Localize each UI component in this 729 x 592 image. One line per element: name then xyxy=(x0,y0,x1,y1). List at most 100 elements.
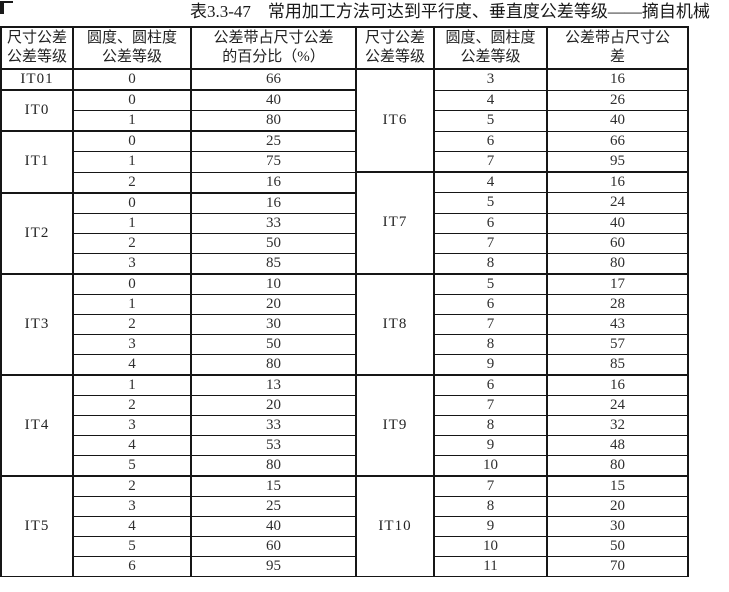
left-roundness-grade-cell: 1 xyxy=(72,110,192,132)
right-roundness-grade-cell: 7 xyxy=(433,474,548,497)
left-roundness-grade-cell: 2 xyxy=(72,171,192,193)
left-percentage-cell: 10 xyxy=(190,272,357,295)
left-percentage-cell: 16 xyxy=(190,171,357,193)
left-roundness-grade-cell: 1 xyxy=(72,151,192,173)
right-grade-cell: IT7 xyxy=(355,171,435,274)
table-row: 1 33 6 40 xyxy=(1,212,689,234)
left-percentage-cell: 60 xyxy=(190,535,357,557)
table-row: IT3 0 10 IT8 5 17 xyxy=(0,272,689,375)
left-roundness-grade-cell: 5 xyxy=(72,454,192,476)
header-text-line: 的百分比（%） xyxy=(222,49,325,65)
table-row: 6 95 11 70 xyxy=(1,555,689,577)
right-roundness-grade-cell: 6 xyxy=(433,212,548,234)
left-percentage-cell: 15 xyxy=(190,474,357,497)
right-percentage-cell: 17 xyxy=(546,272,689,295)
header-row: 尺寸公差 公差等级 圆度、圆柱度 公差等级 公差带占尺寸公差 的百分比（%） 尺… xyxy=(0,26,689,70)
right-percentage-cell: 85 xyxy=(546,353,689,375)
page-title: 表3.3-47 常用加工方法可达到平行度、垂直度公差等级——摘自机械 xyxy=(190,2,710,21)
table-row: 1 20 6 28 xyxy=(1,293,689,315)
right-percentage-cell: 32 xyxy=(546,414,689,436)
right-percentage-cell: 66 xyxy=(546,130,689,152)
left-roundness-grade-cell: 4 xyxy=(72,515,192,537)
right-roundness-grade-cell: 7 xyxy=(433,232,548,254)
table-row: 2 20 7 24 xyxy=(1,394,689,416)
header-right-size-tolerance-grade: 尺寸公差 公差等级 xyxy=(355,26,435,70)
header-text-line: 公差等级 xyxy=(364,49,425,65)
right-roundness-grade-cell: 5 xyxy=(433,192,548,214)
left-percentage-cell: 33 xyxy=(190,414,357,436)
left-roundness-grade-cell: 4 xyxy=(72,353,192,375)
table-row: 2 30 7 43 xyxy=(1,313,689,335)
right-roundness-grade-cell: 3 xyxy=(433,68,548,91)
table-row: IT01 0 66 IT6 3 16 xyxy=(0,68,689,173)
right-percentage-cell: 30 xyxy=(546,515,689,537)
left-grade-cell: IT3 xyxy=(0,272,74,375)
table-row: IT1 0 25 6 66 xyxy=(0,130,689,193)
right-roundness-grade-cell: 9 xyxy=(433,515,548,537)
right-roundness-grade-cell: 9 xyxy=(433,434,548,456)
header-left-percentage: 公差带占尺寸公差 的百分比（%） xyxy=(190,26,357,70)
right-percentage-cell: 16 xyxy=(546,373,689,396)
right-percentage-cell: 20 xyxy=(546,495,689,517)
tolerance-table: 尺寸公差 公差等级 圆度、圆柱度 公差等级 公差带占尺寸公差 的百分比（%） 尺… xyxy=(0,26,689,577)
header-right-roundness-grade: 圆度、圆柱度 公差等级 xyxy=(433,26,548,70)
right-percentage-cell: 80 xyxy=(546,252,689,274)
left-percentage-cell: 16 xyxy=(190,191,357,214)
left-roundness-grade-cell: 1 xyxy=(72,293,192,315)
left-percentage-cell: 80 xyxy=(190,454,357,476)
right-roundness-grade-cell: 6 xyxy=(433,373,548,396)
table-row: 5 60 10 50 xyxy=(1,535,689,557)
left-percentage-cell: 33 xyxy=(190,212,357,234)
left-roundness-grade-cell: 5 xyxy=(72,535,192,557)
header-right-percentage: 公差带占尺寸公 差 xyxy=(546,26,689,70)
left-percentage-cell: 25 xyxy=(190,495,357,517)
left-roundness-grade-cell: 1 xyxy=(72,212,192,234)
header-text-line: 公差等级 xyxy=(460,49,521,65)
table-row: 1 80 5 40 xyxy=(1,110,689,132)
left-percentage-cell: 40 xyxy=(190,515,357,537)
left-roundness-grade-cell: 0 xyxy=(72,272,192,295)
right-percentage-cell: 28 xyxy=(546,293,689,315)
header-text-line: 圆度、圆柱度 xyxy=(445,30,536,46)
left-roundness-grade-cell: 0 xyxy=(72,191,192,214)
table-row: IT5 2 15 IT10 7 15 xyxy=(0,474,689,577)
header-text-line: 公差等级 xyxy=(101,49,162,65)
left-roundness-grade-cell: 0 xyxy=(72,68,192,91)
left-percentage-cell: 20 xyxy=(190,394,357,416)
table-row: 3 33 8 32 xyxy=(1,414,689,436)
left-roundness-grade-cell: 2 xyxy=(72,313,192,335)
right-percentage-cell: 16 xyxy=(546,171,689,193)
right-percentage-cell: 24 xyxy=(546,192,689,214)
left-percentage-cell: 75 xyxy=(190,151,357,173)
right-roundness-grade-cell: 4 xyxy=(433,89,548,111)
right-roundness-grade-cell: 8 xyxy=(433,252,548,274)
left-grade-cell: IT2 xyxy=(0,191,74,274)
header-text-line: 公差带占尺寸公 xyxy=(564,30,670,46)
left-percentage-cell: 25 xyxy=(190,130,357,152)
table-row: 5 80 10 80 xyxy=(1,454,689,476)
right-percentage-cell: 15 xyxy=(546,474,689,497)
left-roundness-grade-cell: 0 xyxy=(72,130,192,152)
left-percentage-cell: 53 xyxy=(190,434,357,456)
left-percentage-cell: 50 xyxy=(190,232,357,254)
header-text-line: 公差等级 xyxy=(6,49,67,65)
right-percentage-cell: 70 xyxy=(546,555,689,577)
right-percentage-cell: 50 xyxy=(546,535,689,557)
right-percentage-cell: 60 xyxy=(546,232,689,254)
left-percentage-cell: 80 xyxy=(190,353,357,375)
left-roundness-grade-cell: 3 xyxy=(72,414,192,436)
left-percentage-cell: 30 xyxy=(190,313,357,335)
left-percentage-cell: 80 xyxy=(190,110,357,132)
left-grade-cell: IT1 xyxy=(0,130,74,193)
right-percentage-cell: 24 xyxy=(546,394,689,416)
right-roundness-grade-cell: 4 xyxy=(433,171,548,193)
right-roundness-grade-cell: 7 xyxy=(433,313,548,335)
right-roundness-grade-cell: 8 xyxy=(433,414,548,436)
left-roundness-grade-cell: 3 xyxy=(72,333,192,355)
right-roundness-grade-cell: 5 xyxy=(433,272,548,295)
table-row: 3 25 8 20 xyxy=(1,495,689,517)
right-roundness-grade-cell: 9 xyxy=(433,353,548,375)
table-row: 3 50 8 57 xyxy=(1,333,689,355)
left-grade-cell: IT4 xyxy=(0,373,74,476)
header-text-line: 圆度、圆柱度 xyxy=(86,30,177,46)
